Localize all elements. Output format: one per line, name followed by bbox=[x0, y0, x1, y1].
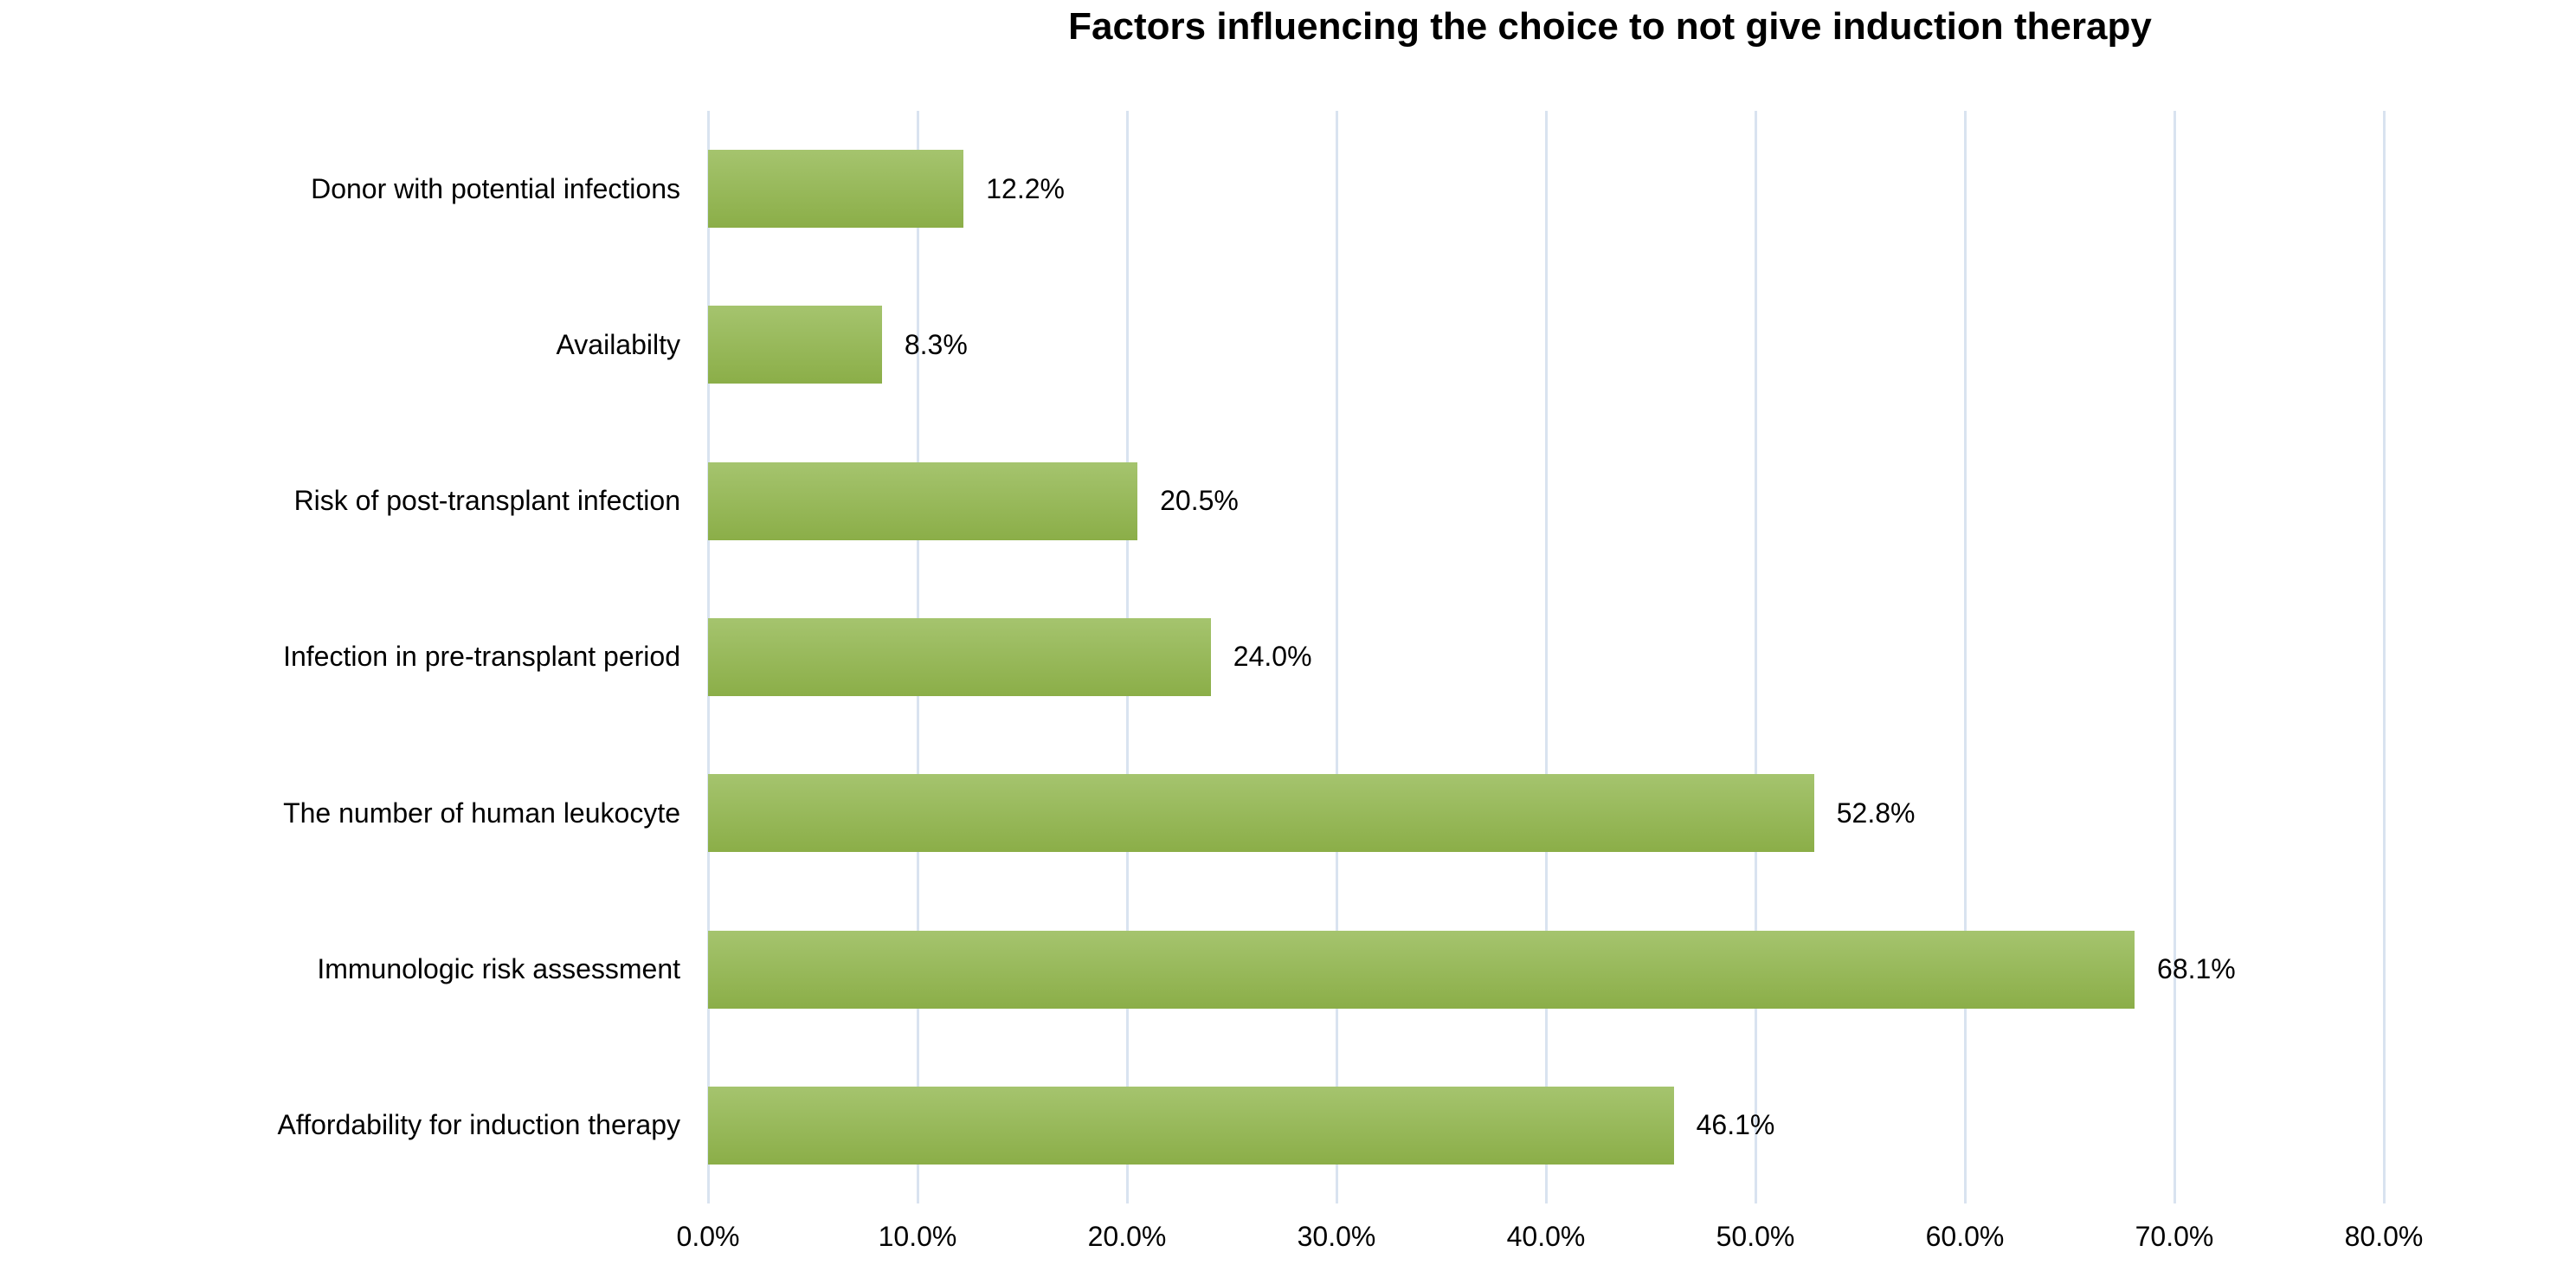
category-label: Donor with potential infections bbox=[311, 172, 680, 204]
bar bbox=[708, 1086, 1674, 1165]
x-axis-tick-label: 80.0% bbox=[2344, 1221, 2424, 1252]
x-axis-tick-label: 40.0% bbox=[1506, 1221, 1586, 1252]
chart-title: Factors influencing the choice to not gi… bbox=[1068, 5, 2152, 48]
bar-rows: 12.2% 8.3% 20.5% 24.0% 52.8% bbox=[708, 111, 2384, 1203]
gridline bbox=[1336, 111, 1338, 1203]
chart-body: Donor with potential infections Availabi… bbox=[0, 111, 2576, 1252]
x-axis-tick-label: 30.0% bbox=[1297, 1221, 1376, 1252]
bar bbox=[708, 150, 964, 229]
bar bbox=[708, 774, 1814, 853]
x-axis: 0.0% 10.0% 20.0% 30.0% 40.0% 50.0% 60.0%… bbox=[677, 1221, 2424, 1255]
x-axis-tick-label: 50.0% bbox=[1716, 1221, 1795, 1252]
value-label: 24.0% bbox=[1233, 641, 1312, 673]
category-label: Affordability for induction therapy bbox=[277, 1109, 680, 1141]
bar bbox=[708, 306, 882, 384]
bar bbox=[708, 461, 1138, 540]
x-axis-tick-label: 60.0% bbox=[1925, 1221, 2005, 1252]
bar bbox=[708, 930, 2135, 1009]
bar-row: 52.8% bbox=[708, 735, 2384, 891]
bar bbox=[708, 617, 1211, 696]
x-axis-tick-label: 10.0% bbox=[878, 1221, 957, 1252]
bar-row: 24.0% bbox=[708, 579, 2384, 735]
category-label: Infection in pre-transplant period bbox=[283, 641, 680, 673]
bar-row: 8.3% bbox=[708, 267, 2384, 423]
value-label: 8.3% bbox=[904, 328, 968, 360]
gridline bbox=[2383, 111, 2386, 1203]
x-axis-tick-label: 70.0% bbox=[2135, 1221, 2214, 1252]
bar-row: 20.5% bbox=[708, 423, 2384, 579]
value-label: 52.8% bbox=[1836, 797, 1916, 829]
category-label: Risk of post-transplant infection bbox=[293, 485, 680, 517]
bar-row: 68.1% bbox=[708, 891, 2384, 1047]
category-axis: Donor with potential infections Availabi… bbox=[0, 111, 708, 1203]
value-label: 20.5% bbox=[1160, 485, 1239, 517]
gridline bbox=[1545, 111, 1548, 1203]
bar-row: 46.1% bbox=[708, 1048, 2384, 1203]
category-label: The number of human leukocyte bbox=[283, 797, 680, 829]
category-label: Availabilty bbox=[556, 328, 680, 360]
plot-area: 12.2% 8.3% 20.5% 24.0% 52.8% bbox=[677, 111, 2423, 1252]
value-label: 46.1% bbox=[1696, 1109, 1775, 1141]
x-axis-tick-label: 20.0% bbox=[1087, 1221, 1167, 1252]
value-label: 68.1% bbox=[2157, 953, 2236, 985]
x-axis-tick-label: 0.0% bbox=[676, 1221, 740, 1252]
bar-row: 12.2% bbox=[708, 111, 2384, 267]
category-label: Immunologic risk assessment bbox=[317, 953, 680, 985]
gridline bbox=[1964, 111, 1967, 1203]
gridline bbox=[1755, 111, 1757, 1203]
value-label: 12.2% bbox=[986, 172, 1065, 204]
gridline bbox=[2174, 111, 2176, 1203]
